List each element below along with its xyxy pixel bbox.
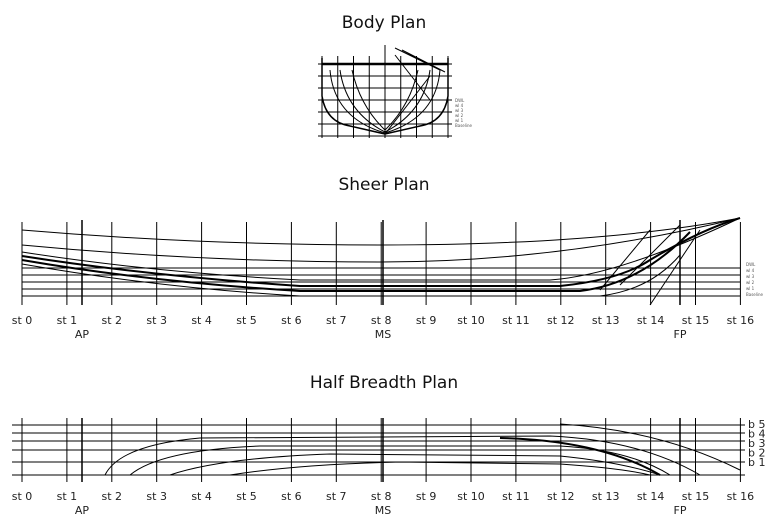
station-label: st 14: [637, 314, 665, 327]
lines-plan: Body Plan Sheer Plan Half Breadth Plan D…: [0, 0, 769, 528]
station-label: st 14: [637, 490, 665, 503]
marker-label: FP: [674, 328, 687, 341]
marker-label: AP: [75, 504, 90, 517]
station-label: st 15: [682, 314, 710, 327]
half-breadth-plan-title: Half Breadth Plan: [310, 373, 458, 393]
marker-label: AP: [75, 328, 90, 341]
station-label: st 10: [457, 490, 485, 503]
marker-label: MS: [375, 328, 391, 341]
station-label: st 4: [191, 314, 212, 327]
station-label: st 12: [547, 314, 575, 327]
sheer-waterline-label: DWL: [746, 262, 756, 267]
station-label: st 2: [102, 314, 123, 327]
station-label: st 8: [371, 314, 392, 327]
station-label: st 3: [146, 490, 167, 503]
body-plan-title: Body Plan: [342, 13, 427, 33]
sheer-plan-title: Sheer Plan: [338, 175, 429, 195]
station-label: st 0: [12, 490, 33, 503]
half-breadth-plan-drawing: [12, 418, 745, 482]
station-label: st 7: [326, 490, 347, 503]
marker-label: FP: [674, 504, 687, 517]
station-label: st 1: [57, 490, 78, 503]
sheer-plan-drawing: [22, 218, 740, 305]
station-label: st 11: [502, 490, 530, 503]
station-label: st 16: [727, 490, 755, 503]
station-label: st 12: [547, 490, 575, 503]
station-label: st 2: [102, 490, 123, 503]
station-label: st 11: [502, 314, 530, 327]
station-label: st 0: [12, 314, 33, 327]
station-label: st 9: [416, 314, 437, 327]
station-label: st 7: [326, 314, 347, 327]
sheer-waterline-label: wl 1: [746, 286, 755, 291]
station-label: st 13: [592, 314, 620, 327]
station-label: st 4: [191, 490, 212, 503]
station-label: st 15: [682, 490, 710, 503]
buttock-label: b 1: [748, 456, 765, 469]
station-label: st 9: [416, 490, 437, 503]
station-label: st 6: [281, 490, 302, 503]
sheer-waterline-label: wl 4: [746, 268, 755, 273]
sheer-waterline-label: Baseline: [746, 292, 763, 297]
body-waterline-label: Baseline: [455, 123, 472, 128]
station-label: st 5: [236, 314, 257, 327]
marker-label: MS: [375, 504, 391, 517]
station-label: st 6: [281, 314, 302, 327]
station-label: st 8: [371, 490, 392, 503]
station-label: st 5: [236, 490, 257, 503]
sheer-waterline-label: wl 3: [746, 274, 755, 279]
station-label: st 3: [146, 314, 167, 327]
body-plan-drawing: [318, 45, 452, 138]
sheer-waterline-label: wl 2: [746, 280, 755, 285]
station-label: st 16: [727, 314, 755, 327]
station-label: st 10: [457, 314, 485, 327]
station-label: st 1: [57, 314, 78, 327]
station-label: st 13: [592, 490, 620, 503]
